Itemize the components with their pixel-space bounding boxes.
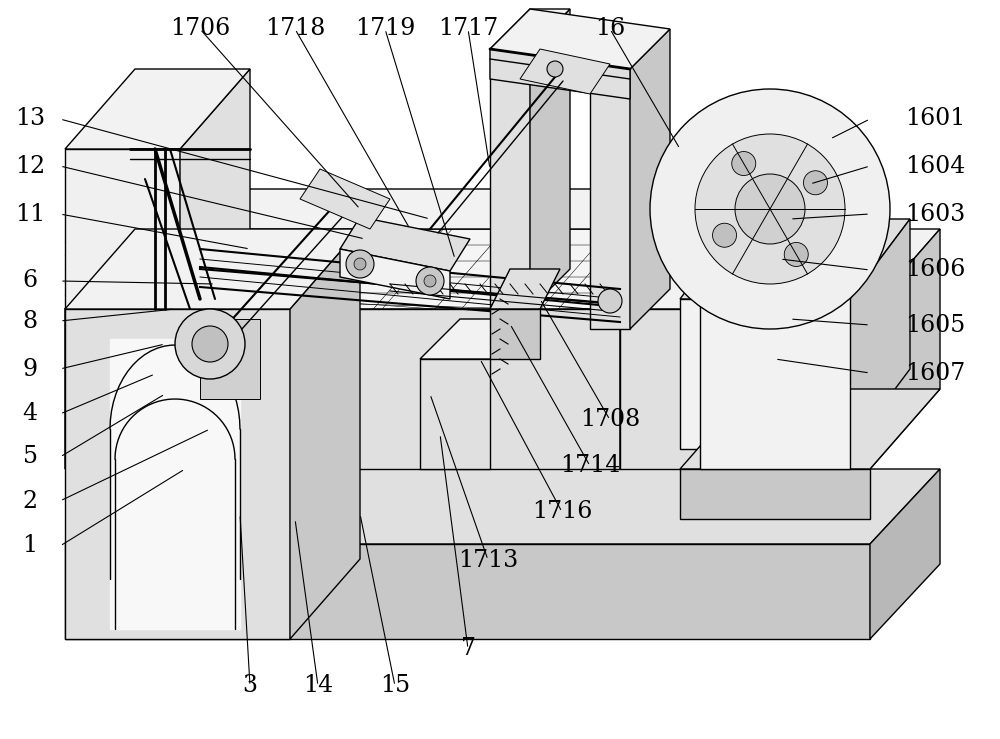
Circle shape xyxy=(598,289,622,313)
Polygon shape xyxy=(65,229,690,309)
Text: 1716: 1716 xyxy=(532,500,592,523)
Circle shape xyxy=(175,309,245,379)
Polygon shape xyxy=(110,339,240,629)
Polygon shape xyxy=(65,229,360,309)
Text: 1604: 1604 xyxy=(905,154,965,178)
Text: 4: 4 xyxy=(22,402,38,426)
Text: 15: 15 xyxy=(380,674,410,698)
Polygon shape xyxy=(620,229,940,309)
Text: 1601: 1601 xyxy=(905,106,965,130)
Polygon shape xyxy=(520,49,610,94)
Polygon shape xyxy=(680,299,850,449)
Text: 12: 12 xyxy=(15,154,45,178)
Polygon shape xyxy=(680,219,910,299)
Polygon shape xyxy=(530,9,570,309)
Polygon shape xyxy=(65,309,620,469)
Circle shape xyxy=(346,250,374,278)
Polygon shape xyxy=(490,49,530,309)
Text: 13: 13 xyxy=(15,106,45,130)
Polygon shape xyxy=(490,49,630,99)
Polygon shape xyxy=(850,219,910,449)
Circle shape xyxy=(735,174,805,244)
Circle shape xyxy=(416,267,444,295)
Text: 1607: 1607 xyxy=(905,361,965,385)
Text: 3: 3 xyxy=(243,674,258,698)
Text: 2: 2 xyxy=(22,489,38,513)
Polygon shape xyxy=(65,229,135,469)
Polygon shape xyxy=(65,544,870,639)
Text: 1717: 1717 xyxy=(438,16,498,40)
Circle shape xyxy=(547,61,563,77)
Circle shape xyxy=(784,242,808,267)
Text: 1713: 1713 xyxy=(458,548,518,572)
Text: 1706: 1706 xyxy=(170,16,230,40)
Polygon shape xyxy=(420,359,490,469)
Text: 9: 9 xyxy=(22,358,38,381)
Text: 1603: 1603 xyxy=(905,202,965,226)
Polygon shape xyxy=(340,217,470,271)
Polygon shape xyxy=(630,29,670,329)
Polygon shape xyxy=(420,319,530,359)
Polygon shape xyxy=(65,309,290,639)
Circle shape xyxy=(695,134,845,284)
Circle shape xyxy=(354,258,366,270)
Polygon shape xyxy=(680,389,940,469)
Polygon shape xyxy=(200,319,260,399)
Circle shape xyxy=(713,223,737,248)
Circle shape xyxy=(732,151,756,176)
Polygon shape xyxy=(620,309,870,469)
Polygon shape xyxy=(680,229,850,249)
Polygon shape xyxy=(620,229,690,469)
Polygon shape xyxy=(680,469,870,519)
Circle shape xyxy=(650,89,890,329)
Polygon shape xyxy=(300,169,390,229)
Text: 11: 11 xyxy=(15,202,45,226)
Circle shape xyxy=(424,275,436,287)
Text: 5: 5 xyxy=(23,445,38,469)
Text: 6: 6 xyxy=(22,269,38,293)
Text: 14: 14 xyxy=(303,674,333,698)
Text: 1: 1 xyxy=(22,534,38,557)
Polygon shape xyxy=(590,69,630,329)
Text: 1714: 1714 xyxy=(560,454,620,477)
Polygon shape xyxy=(490,9,570,49)
Polygon shape xyxy=(65,69,250,149)
Text: 1605: 1605 xyxy=(905,313,965,337)
Polygon shape xyxy=(135,189,740,229)
Polygon shape xyxy=(870,229,940,469)
Polygon shape xyxy=(110,369,240,629)
Polygon shape xyxy=(290,229,360,639)
Text: 8: 8 xyxy=(22,310,38,333)
Text: 1718: 1718 xyxy=(265,16,325,40)
Polygon shape xyxy=(490,309,540,359)
Text: 1606: 1606 xyxy=(905,258,965,282)
Polygon shape xyxy=(870,469,940,639)
Text: 1708: 1708 xyxy=(580,408,640,432)
Text: 1719: 1719 xyxy=(355,16,415,40)
Text: 16: 16 xyxy=(595,16,625,40)
Polygon shape xyxy=(65,149,180,309)
Text: 7: 7 xyxy=(461,637,476,661)
Polygon shape xyxy=(700,249,850,469)
Polygon shape xyxy=(180,69,250,309)
Polygon shape xyxy=(65,469,940,544)
Polygon shape xyxy=(340,249,450,299)
Polygon shape xyxy=(490,269,560,309)
Circle shape xyxy=(192,326,228,362)
Circle shape xyxy=(803,171,827,195)
Polygon shape xyxy=(490,9,670,69)
